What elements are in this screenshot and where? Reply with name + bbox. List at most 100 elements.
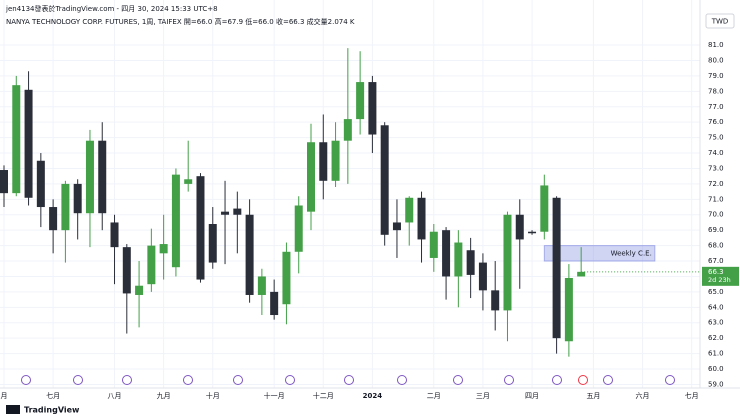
last-price: 66.3: [708, 268, 724, 276]
x-tick-label: 七月: [685, 391, 699, 400]
y-tick-label: 80.0: [708, 56, 724, 64]
candle-body: [564, 278, 573, 342]
x-tick-label: 月: [1, 392, 8, 400]
y-tick-label: 65.0: [708, 288, 724, 296]
candle-body: [61, 183, 70, 231]
x-tick-label: 八月: [108, 392, 122, 400]
countdown: 2d 23h: [708, 276, 731, 284]
candle-body: [380, 125, 389, 235]
y-tick-label: 68.0: [708, 242, 724, 250]
candle-body: [442, 230, 451, 277]
x-tick-label: 二月: [427, 392, 441, 400]
candle-body: [98, 140, 107, 214]
candle-body: [343, 119, 352, 141]
candle-body: [294, 205, 303, 252]
x-tick-label: 九月: [157, 391, 171, 400]
footer-logo: [6, 405, 20, 414]
candle-body: [491, 290, 500, 311]
candle-body: [405, 197, 414, 223]
y-tick-label: 71.0: [708, 195, 724, 203]
ohlc: 成交量2.074 K: [306, 18, 355, 26]
candle-body: [417, 197, 426, 240]
author-line: jen4134發表於TradingView.com - 四月 30, 2024 …: [6, 5, 218, 13]
x-tick-label: 三月: [476, 392, 490, 400]
y-tick-label: 72.0: [708, 180, 724, 188]
zone-label: Weekly C.E.: [611, 249, 652, 257]
y-tick-label: 81.0: [708, 41, 724, 49]
y-tick-label: 63.0: [708, 319, 724, 327]
candle-body: [73, 183, 82, 214]
x-tick-label: 十二月: [313, 391, 334, 400]
candle-body: [503, 214, 512, 311]
symbol: NANYA TECHNOLOGY CORP. FUTURES, 1周, TAIF…: [6, 18, 182, 26]
candle-body: [49, 207, 58, 231]
last-price-box: [702, 266, 739, 286]
candle-body: [319, 142, 328, 181]
candle-body: [429, 231, 438, 258]
candle-body: [552, 197, 561, 339]
x-tick-label: 十月: [206, 391, 220, 400]
candle-body: [221, 211, 230, 215]
ohlc: 收=66.3: [275, 18, 305, 26]
candle-body: [0, 170, 8, 194]
ohlc: 高=67.9: [214, 18, 244, 26]
ohlc: 開=66.0: [183, 18, 213, 26]
y-tick-label: 73.0: [708, 164, 724, 172]
price-axis: [700, 0, 740, 388]
candle-body: [110, 222, 119, 248]
currency: TWD: [711, 18, 729, 26]
candle-body: [392, 222, 401, 231]
zone: [543, 245, 656, 262]
y-tick-label: 69.0: [708, 226, 724, 234]
candle-body: [478, 262, 487, 291]
brand: TradingView: [24, 406, 80, 415]
x-tick-label: 六月: [636, 391, 650, 400]
x-tick-label: 五月: [586, 392, 600, 400]
candle-body: [282, 251, 291, 305]
candle-body: [36, 160, 45, 208]
candle-body: [540, 185, 549, 232]
candle-body: [515, 214, 524, 240]
y-tick-label: 62.0: [708, 334, 724, 342]
y-tick-label: 78.0: [708, 87, 724, 95]
candle-body: [466, 250, 475, 275]
y-tick-label: 60.0: [708, 365, 724, 373]
y-tick-label: 76.0: [708, 118, 724, 126]
candle-body: [368, 82, 377, 135]
x-tick-label: 四月: [525, 392, 539, 400]
candle-body: [528, 231, 537, 234]
y-tick-label: 64.0: [708, 303, 724, 311]
x-tick-label: 七月: [46, 391, 60, 400]
x-tick-label: 十一月: [264, 391, 285, 400]
y-tick-label: 59.0: [708, 380, 724, 388]
y-tick-label: 79.0: [708, 72, 724, 80]
candle-body: [24, 89, 33, 198]
candle-body: [135, 285, 144, 295]
x-tick-label: 2024: [363, 392, 383, 400]
candle-body: [122, 247, 131, 294]
candle-body: [307, 142, 315, 212]
y-tick-label: 75.0: [708, 134, 724, 142]
candle-body: [196, 176, 205, 280]
candle-body: [257, 276, 266, 295]
candle-body: [270, 291, 279, 316]
candle-body: [233, 208, 242, 215]
symbol-line: NANYA TECHNOLOGY CORP. FUTURES, 1周, TAIF…: [6, 17, 355, 27]
ohlc: 低=66.0: [245, 18, 274, 26]
candle-body: [454, 242, 463, 277]
candle-body: [12, 85, 21, 194]
y-tick-label: 61.0: [708, 350, 724, 358]
candle-body: [159, 244, 168, 254]
candle-body: [245, 214, 254, 295]
candle-body: [147, 245, 156, 285]
candle-body: [356, 82, 365, 120]
candle-body: [577, 271, 586, 277]
candle-body: [184, 179, 193, 184]
y-tick-label: 77.0: [708, 103, 724, 111]
y-tick-label: 74.0: [708, 149, 724, 157]
candle-body: [331, 140, 340, 181]
y-tick-label: 70.0: [708, 211, 724, 219]
candle-body: [171, 174, 180, 268]
candle-body: [208, 224, 217, 263]
